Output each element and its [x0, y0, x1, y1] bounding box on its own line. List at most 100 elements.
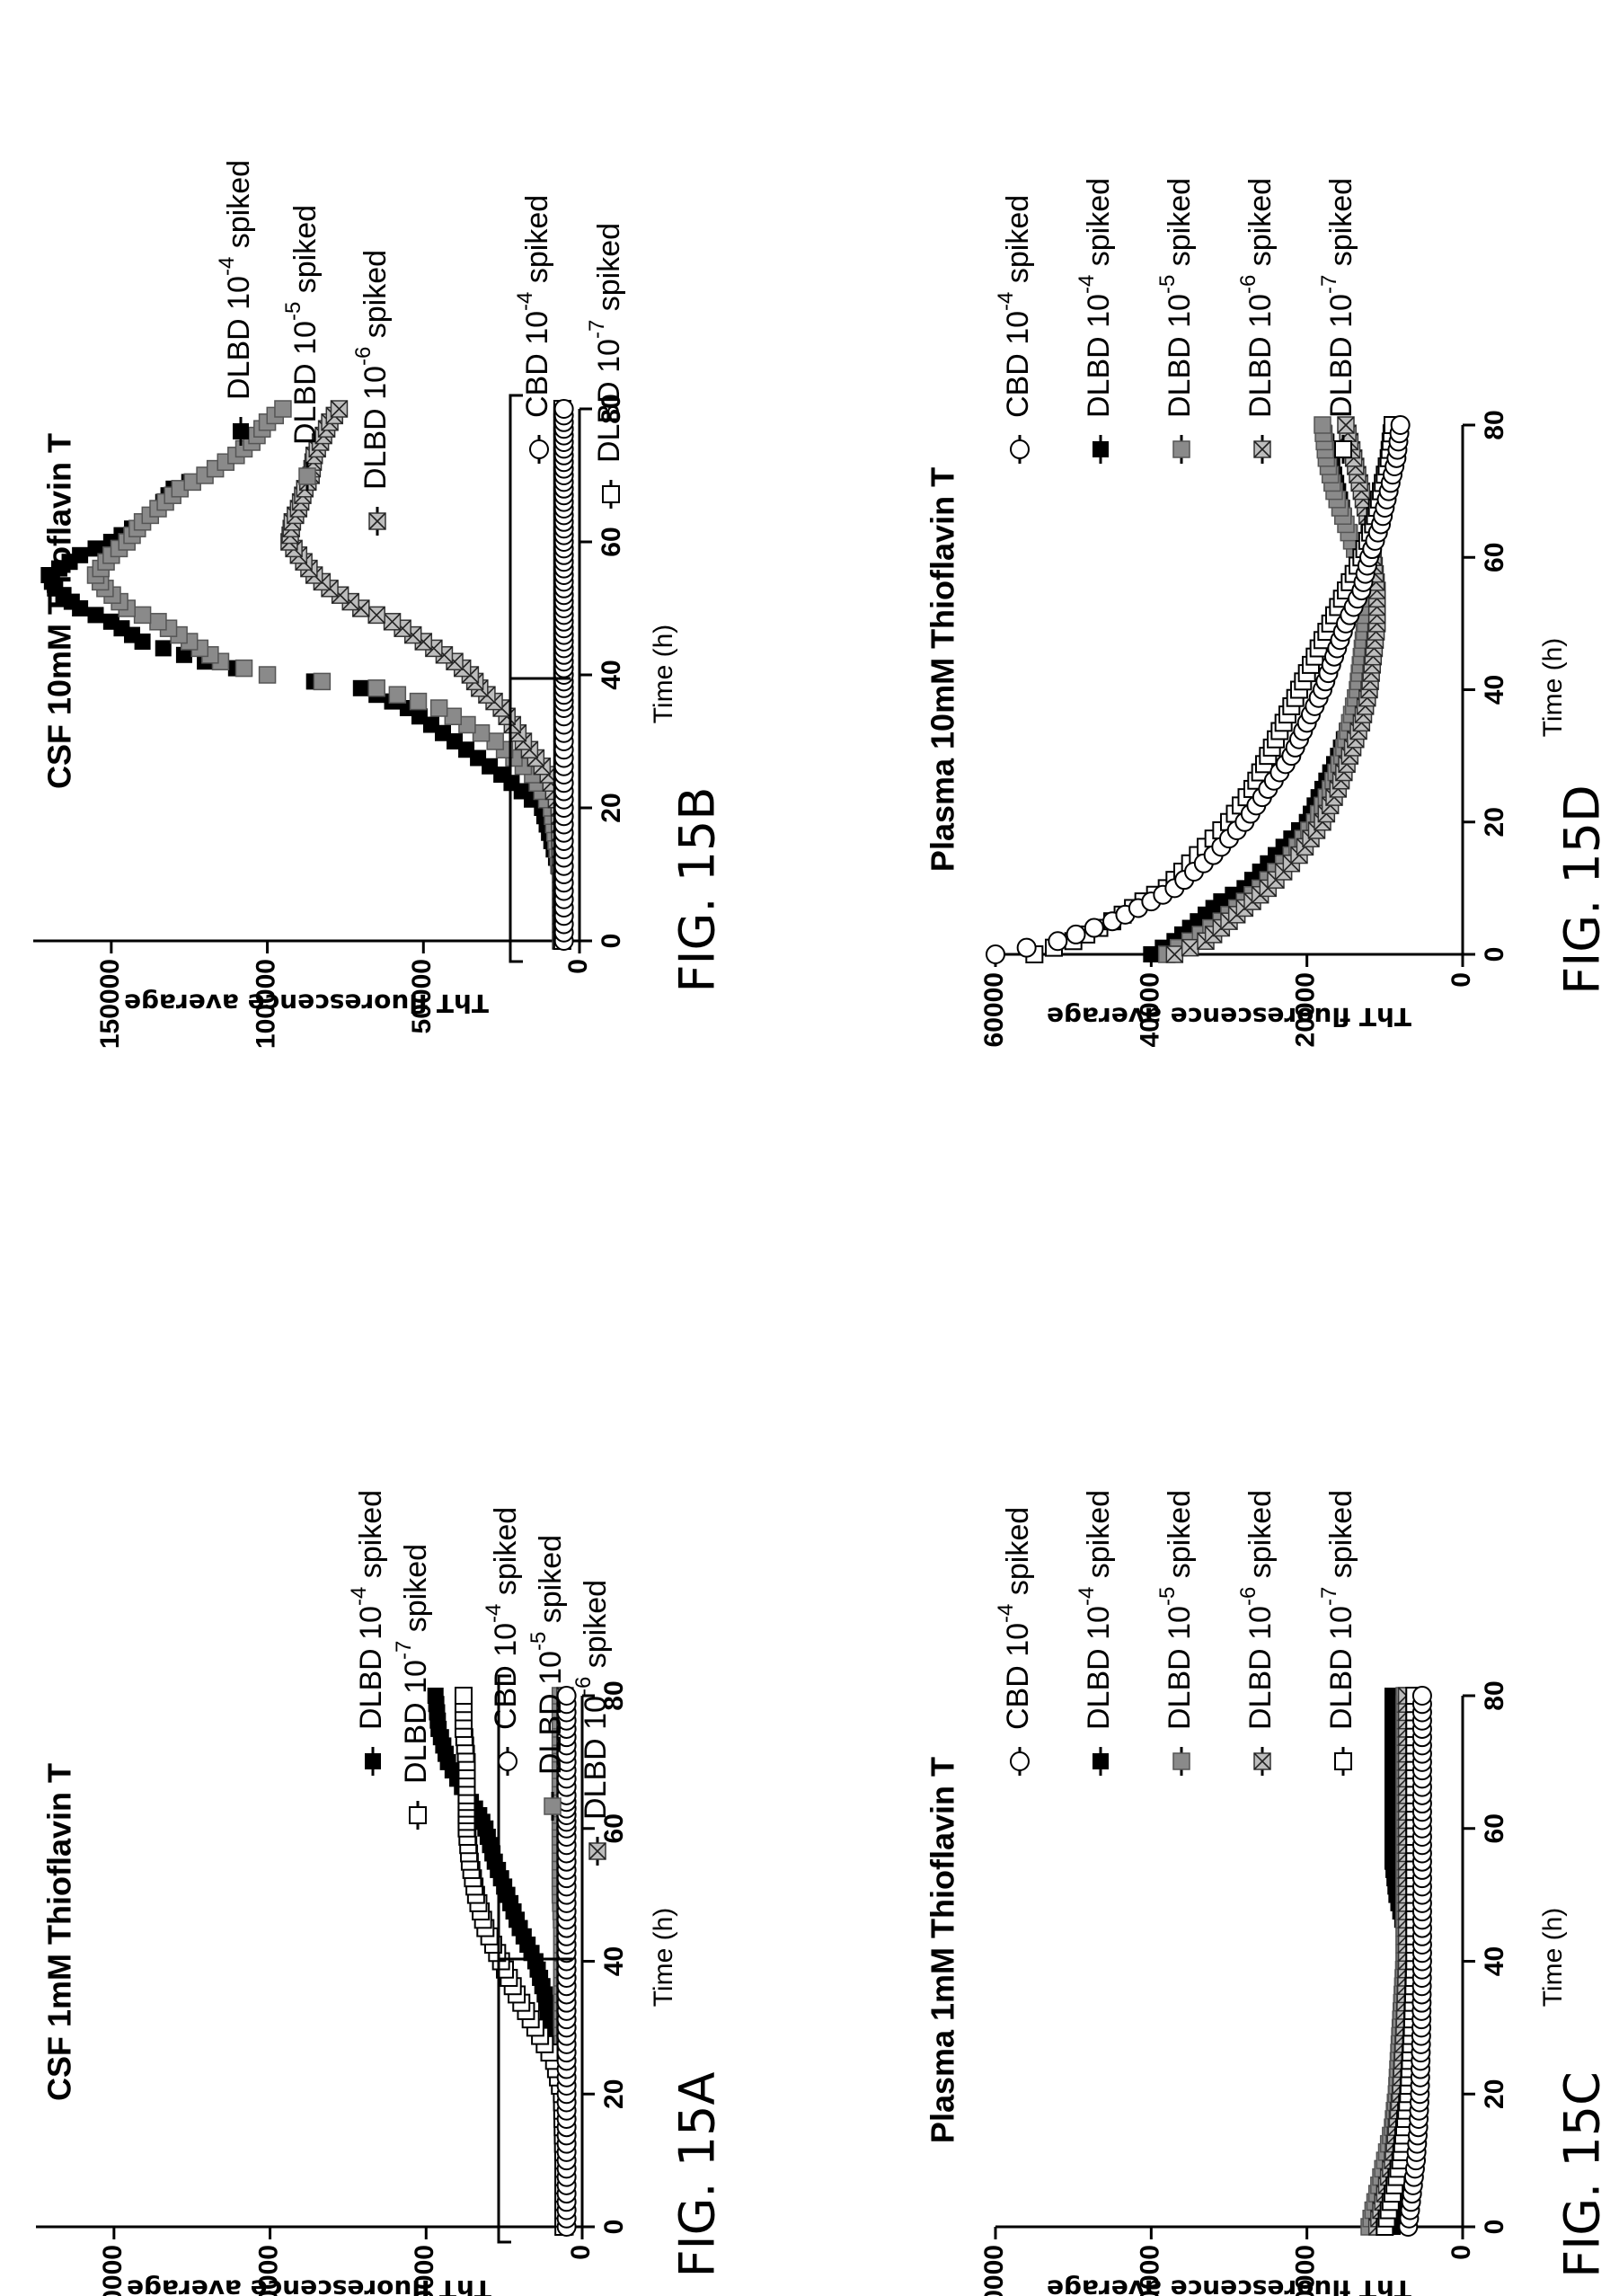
- legend-symbol: [1092, 1753, 1109, 1769]
- chart-title: CSF 1mM Thioflavin T: [40, 1763, 77, 2101]
- x-tick-label: 60: [1480, 1813, 1509, 1843]
- y-tick-label: 0: [566, 2245, 596, 2260]
- legend: CBD 10-4 spiked DLBD 10-4 spiked DLBD 10-5…: [994, 1490, 1358, 1776]
- legend-symbol: [298, 467, 316, 485]
- legend-symbol: [368, 512, 386, 530]
- legend-label: DLBD 10-6 spiked: [571, 1580, 613, 1820]
- figure-label: FIG. 15D: [1554, 785, 1610, 994]
- legend-label: DLBD 10-4 spiked: [347, 1490, 388, 1730]
- data-point: [352, 679, 369, 696]
- legend-marker: [1334, 1747, 1352, 1776]
- legend-label: CBD 10-4 spiked: [513, 195, 554, 418]
- y-tick-label: 100000: [251, 959, 280, 1049]
- x-tick-label: 0: [1480, 947, 1509, 962]
- legend-symbol: [233, 423, 249, 439]
- legend-marker: [1172, 435, 1190, 464]
- legend-label: DLBD 10-7 spiked: [392, 1544, 433, 1784]
- chart-title: Plasma 10mM Thioflavin T: [924, 467, 960, 872]
- y-tick-label: 0: [1446, 972, 1476, 988]
- legend-marker: [602, 480, 620, 509]
- legend-label: DLBD 10-4 spiked: [1075, 1490, 1116, 1730]
- y-tick-label: 0: [1446, 2245, 1476, 2260]
- legend-label: CBD 10-4 spiked: [994, 195, 1035, 418]
- legend-marker: [1253, 1747, 1271, 1776]
- legend-symbol: [498, 1751, 518, 1771]
- x-tick-label: 60: [597, 527, 626, 556]
- data-point: [87, 607, 104, 624]
- legend-label: DLBD 10-7 spiked: [1317, 178, 1358, 418]
- legend-symbol: [1253, 440, 1271, 458]
- legend-marker: [1253, 435, 1271, 464]
- figure-label: FIG. 15A: [669, 2072, 726, 2278]
- y-axis-label: ThT fluorescence average: [1047, 1002, 1411, 1032]
- x-tick-label: 80: [599, 1680, 629, 1710]
- legend-marker: [368, 507, 386, 536]
- data-point: [1048, 931, 1068, 952]
- legend-marker: [1092, 435, 1109, 464]
- panel-15B: 0 20 40 60 80 0 50000 100000 150000 CSF 10mM Thio…: [33, 160, 726, 1049]
- data-point: [1181, 938, 1199, 957]
- legend-marker: [365, 1747, 381, 1776]
- y-tick-label: 150000: [98, 2245, 128, 2296]
- data-point: [1165, 945, 1184, 963]
- y-tick-label: 150000: [95, 959, 125, 1049]
- data-point: [986, 944, 1005, 964]
- x-tick-label: 80: [597, 394, 626, 423]
- data-point: [1314, 416, 1331, 434]
- y-tick-label: 40000: [1135, 2245, 1164, 2296]
- legend-marker: [498, 1747, 518, 1776]
- legend-symbol: [365, 1753, 381, 1769]
- data-point: [367, 679, 385, 697]
- legend-bracket-group: CBD 10-4 spiked DLBD 10-7 spiked: [509, 195, 626, 963]
- legend-symbol: [1334, 1752, 1352, 1770]
- legend-marker: [1092, 1747, 1109, 1776]
- legend-marker: [1010, 1747, 1030, 1776]
- legend-marker: [409, 1801, 427, 1830]
- legend-symbol: [1253, 1752, 1271, 1770]
- data-point: [427, 1688, 444, 1704]
- data-point: [133, 606, 152, 625]
- legend-label: DLBD 10-6 spiked: [351, 250, 393, 490]
- x-tick-label: 40: [599, 1946, 629, 1976]
- x-axis-label: Time (h): [1538, 638, 1568, 738]
- y-tick-label: 60000: [979, 972, 1009, 1047]
- data-point: [556, 1686, 577, 1706]
- legend: DLBD 10-4 spiked DLBD 10-5 spiked DLBD 10-…: [215, 160, 393, 536]
- data-point: [1390, 415, 1411, 435]
- data-point: [149, 613, 167, 631]
- panel-15A: 0 20 40 60 80 0 50000 100000 150000 CSF 1mM Thiof…: [36, 1490, 726, 2296]
- data-point: [330, 400, 349, 418]
- legend-label: DLBD 10-5 spiked: [1155, 1490, 1197, 1730]
- x-tick-label: 20: [599, 2079, 629, 2109]
- x-tick-label: 0: [1480, 2220, 1509, 2235]
- legend-label: DLBD 10-5 spiked: [526, 1535, 568, 1775]
- data-point: [1337, 416, 1355, 434]
- chart-title: Plasma 1mM Thioflavin T: [924, 1757, 960, 2143]
- data-point: [313, 672, 332, 691]
- legend-label: CBD 10-4 spiked: [482, 1507, 523, 1730]
- legend-label: DLBD 10-6 spiked: [1236, 1490, 1278, 1730]
- x-tick-label: 40: [1480, 1946, 1509, 1976]
- x-tick-label: 20: [597, 793, 626, 822]
- x-axis-label: Time (h): [1538, 1908, 1568, 2008]
- series-cbd-10-4-spiked: [1398, 1686, 1432, 2237]
- y-tick-label: 50000: [407, 959, 437, 1033]
- data-point: [553, 399, 574, 419]
- x-tick-label: 0: [597, 934, 626, 949]
- legend-symbol: [1334, 440, 1352, 458]
- y-tick-label: 100000: [253, 2245, 283, 2296]
- legend-marker: [298, 462, 316, 491]
- data-point: [234, 659, 253, 678]
- data-point: [1016, 937, 1037, 958]
- x-tick-label: 80: [1480, 410, 1509, 439]
- legend-label: DLBD 10-6 spiked: [1236, 178, 1278, 418]
- x-tick-label: 0: [599, 2220, 629, 2235]
- legend: CBD 10-4 spiked DLBD 10-4 spiked DLBD 10-5…: [994, 178, 1358, 464]
- legend-marker: [233, 417, 249, 446]
- legend-marker: [1172, 1747, 1190, 1776]
- x-tick-label: 20: [1480, 807, 1509, 837]
- data-point: [175, 646, 192, 663]
- data-point: [429, 699, 448, 717]
- data-point: [367, 606, 385, 625]
